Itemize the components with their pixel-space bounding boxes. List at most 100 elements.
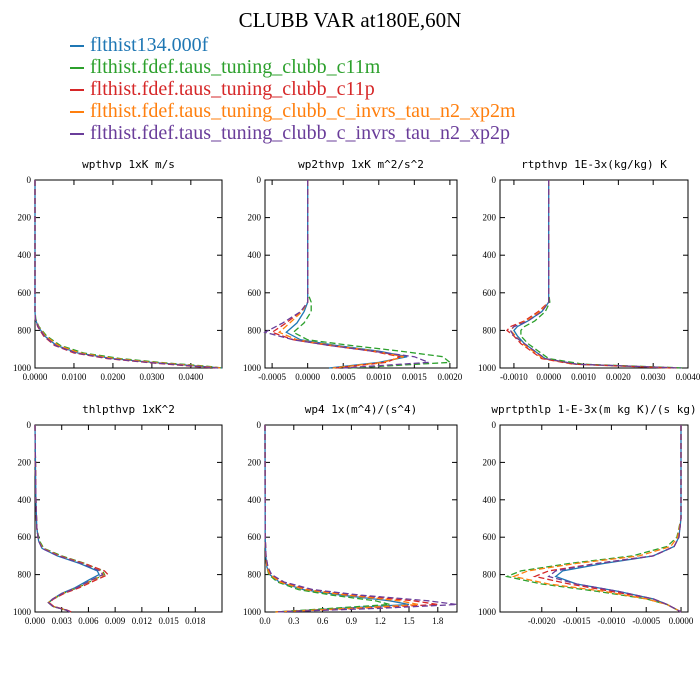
legend-label: flthist.fdef.taus_tuning_clubb_c11p — [90, 78, 375, 100]
x-tick-label: 0.0000 — [669, 616, 694, 626]
x-tick-label: 0.003 — [52, 616, 73, 626]
x-tick-label: 1.2 — [375, 616, 386, 626]
y-tick-label: 1000 — [243, 363, 262, 373]
y-tick-label: 400 — [18, 250, 32, 260]
legend-swatch — [70, 89, 84, 92]
series-line — [264, 424, 410, 613]
series-line — [34, 424, 100, 613]
legend-swatch — [70, 111, 84, 114]
y-tick-label: 1000 — [478, 363, 497, 373]
y-tick-label: 400 — [248, 250, 262, 260]
series-line — [264, 424, 458, 613]
y-tick-label: 800 — [18, 325, 32, 335]
y-tick-label: 400 — [248, 495, 262, 505]
x-tick-label: 0.0300 — [140, 372, 165, 382]
x-tick-label: 0.0010 — [571, 372, 596, 382]
series-line — [264, 424, 419, 613]
series-line — [511, 425, 682, 613]
x-tick-label: -0.0010 — [500, 372, 528, 382]
y-tick-label: 0 — [492, 420, 497, 430]
series-line — [34, 180, 223, 369]
legend-label: flthist.fdef.taus_tuning_clubb_c_invrs_t… — [90, 122, 510, 144]
x-tick-label: 0.0400 — [178, 372, 203, 382]
series-line — [34, 180, 215, 369]
plot-frame — [499, 179, 689, 369]
x-tick-label: 0.0020 — [606, 372, 631, 382]
x-tick-label: 0.0 — [259, 616, 271, 626]
y-tick-label: 600 — [483, 532, 497, 542]
y-tick-label: 400 — [483, 495, 497, 505]
chart-title: wp2thvp 1xK m^2/s^2 — [298, 158, 424, 171]
legend-label: flthist.fdef.taus_tuning_clubb_c11m — [90, 56, 381, 78]
y-tick-label: 600 — [18, 288, 32, 298]
series-line — [513, 180, 675, 369]
series-line — [34, 180, 223, 369]
plot-frame — [34, 424, 223, 613]
chart-title: thlpthvp 1xK^2 — [82, 403, 175, 416]
x-tick-label: 0.015 — [158, 616, 179, 626]
series-line — [34, 424, 104, 613]
x-tick-label: 0.0015 — [402, 372, 427, 382]
plot-frame — [499, 424, 689, 613]
chart-title: wp4 1x(m^4)/(s^4) — [305, 403, 418, 416]
series-line — [264, 424, 390, 613]
x-tick-label: 0.012 — [132, 616, 152, 626]
x-tick-label: 0.006 — [78, 616, 99, 626]
x-tick-label: 0.6 — [317, 616, 329, 626]
y-tick-label: 200 — [248, 213, 262, 223]
y-tick-label: 0 — [257, 175, 262, 185]
legend-item: flthist134.000f — [70, 34, 516, 56]
series-line — [520, 180, 685, 369]
y-tick-label: 0 — [27, 175, 32, 185]
x-tick-label: 0.0030 — [641, 372, 666, 382]
x-tick-label: 0.0010 — [366, 372, 391, 382]
y-tick-label: 600 — [18, 532, 32, 542]
legend-swatch — [70, 133, 84, 136]
y-tick-label: 1000 — [243, 607, 262, 617]
y-tick-label: 1000 — [13, 607, 32, 617]
y-tick-label: 600 — [248, 288, 262, 298]
legend-item: flthist.fdef.taus_tuning_clubb_c_invrs_t… — [70, 122, 516, 144]
x-tick-label: 0.0020 — [438, 372, 463, 382]
x-tick-label: 0.000 — [25, 616, 46, 626]
legend-item: flthist.fdef.taus_tuning_clubb_c_invrs_t… — [70, 100, 516, 122]
y-tick-label: 0 — [492, 175, 497, 185]
legend-swatch — [70, 45, 84, 48]
x-tick-label: -0.0020 — [528, 616, 556, 626]
chart-panel: wp2thvp 1xK m^2/s^2 0 200 400 600 800 1000-0.0… — [243, 158, 463, 382]
series-line — [34, 424, 105, 613]
series-line — [263, 180, 429, 369]
y-tick-label: 200 — [483, 213, 497, 223]
legend-label: flthist.fdef.taus_tuning_clubb_c_invrs_t… — [90, 100, 516, 122]
x-tick-label: 0.018 — [185, 616, 206, 626]
x-tick-label: -0.0010 — [598, 616, 626, 626]
x-tick-label: 1.5 — [403, 616, 415, 626]
y-tick-label: 800 — [248, 325, 262, 335]
legend-label: flthist134.000f — [90, 34, 209, 56]
x-tick-label: -0.0005 — [632, 616, 660, 626]
y-tick-label: 0 — [257, 420, 262, 430]
x-tick-label: 0.0000 — [295, 372, 320, 382]
series-line — [509, 180, 682, 369]
y-tick-label: 200 — [483, 457, 497, 467]
x-tick-label: 0.0000 — [23, 372, 48, 382]
y-tick-label: 200 — [18, 213, 32, 223]
legend-item: flthist.fdef.taus_tuning_clubb_c11p — [70, 78, 516, 100]
x-tick-label: 0.9 — [346, 616, 358, 626]
y-tick-label: 600 — [248, 532, 262, 542]
y-tick-label: 600 — [483, 288, 497, 298]
x-tick-label: 1.8 — [432, 616, 444, 626]
y-tick-label: 800 — [483, 325, 497, 335]
legend-item: flthist.fdef.taus_tuning_clubb_c11m — [70, 56, 516, 78]
series-line — [509, 180, 678, 369]
y-tick-label: 400 — [18, 495, 32, 505]
x-tick-label: 0.0040 — [676, 372, 700, 382]
y-tick-label: 800 — [18, 570, 32, 580]
chart-title: wprtpthlp 1-E-3x(m kg K)/(s kg) — [491, 403, 696, 416]
chart-panel: rtpthvp 1E-3x(kg/kg) K 0 200 400 600 800 1000-… — [478, 158, 700, 382]
series-line — [506, 180, 671, 369]
series-line — [34, 424, 106, 613]
